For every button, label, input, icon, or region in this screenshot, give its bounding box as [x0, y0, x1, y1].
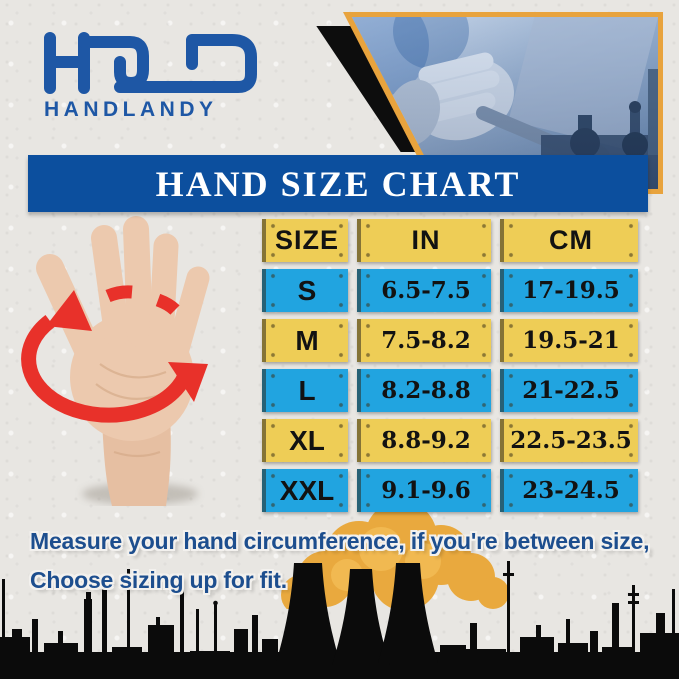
cell-cm-s: 17-19.5	[500, 269, 638, 312]
handlandy-logo: HANDLANDY	[40, 30, 270, 130]
header-in: IN	[357, 219, 491, 262]
header-size: SIZE	[262, 219, 348, 262]
brand-name: HANDLANDY	[44, 98, 218, 121]
measure-note-line1: Measure your hand circumference, if you'…	[30, 528, 650, 554]
cell-in-l: 8.2-8.8	[357, 369, 491, 412]
header-cm: CM	[500, 219, 638, 262]
size-table: SIZE IN CM S 6.5-7.5 17-19.5 M 7.5-8.2 19.5-21 L 8…	[262, 219, 638, 512]
handlandy-monogram-icon	[44, 32, 257, 94]
cell-in-xl: 8.8-9.2	[357, 419, 491, 462]
banner-title: HAND SIZE CHART	[155, 163, 521, 204]
cell-in-m: 7.5-8.2	[357, 319, 491, 362]
cell-in-xxl: 9.1-9.6	[357, 469, 491, 512]
cell-cm-l: 21-22.5	[500, 369, 638, 412]
cell-size-m: M	[262, 319, 348, 362]
cell-size-xl: XL	[262, 419, 348, 462]
cell-size-s: S	[262, 269, 348, 312]
measure-note: Measure your hand circumference, if you'…	[30, 528, 650, 606]
cell-cm-xl: 22.5-23.5	[500, 419, 638, 462]
hand-measure-graphic	[21, 216, 210, 506]
cell-size-l: L	[262, 369, 348, 412]
cell-cm-m: 19.5-21	[500, 319, 638, 362]
cell-cm-xxl: 23-24.5	[500, 469, 638, 512]
industrial-skyline-silhouette	[0, 561, 679, 679]
rotation-arrow-icon	[21, 285, 208, 423]
cell-size-xxl: XXL	[262, 469, 348, 512]
banner: HAND SIZE CHART	[28, 155, 648, 212]
measure-note-line2: Choose sizing up for fit.	[30, 567, 287, 593]
cell-in-s: 6.5-7.5	[357, 269, 491, 312]
